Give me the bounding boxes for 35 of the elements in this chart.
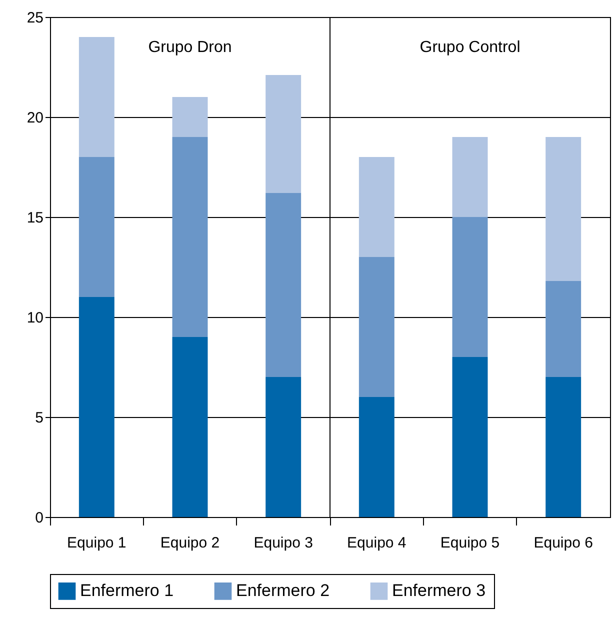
bar: [78, 297, 114, 517]
bar: [78, 37, 114, 157]
x-tick-label: Equipo 1: [67, 534, 126, 552]
bar: [358, 157, 394, 257]
legend-label: Enfermero 1: [80, 581, 174, 600]
x-tick-label: Equipo 6: [534, 534, 593, 552]
x-tick-label: Equipo 5: [440, 534, 500, 552]
annotation: Grupo Control: [420, 39, 520, 56]
bar: [546, 137, 582, 281]
bar: [452, 217, 488, 357]
bar: [358, 397, 394, 517]
x-tick-label: Equipo 3: [254, 534, 313, 552]
y-tick-label: 10: [26, 310, 44, 326]
bar: [266, 193, 302, 377]
x-tick-label: Equipo 4: [347, 534, 406, 552]
legend-label: Enfermero 2: [236, 581, 330, 600]
bar: [172, 137, 208, 337]
y-tick-label: 0: [35, 510, 44, 526]
y-tick-label: 20: [26, 110, 44, 126]
bar: [266, 75, 302, 193]
x-tick-label: Equipo 2: [160, 534, 220, 552]
annotation: Grupo Dron: [148, 39, 232, 56]
legend-label: Enfermero 3: [392, 581, 486, 600]
bar: [266, 377, 302, 517]
bar: [452, 137, 488, 217]
y-tick-label: 5: [35, 410, 44, 426]
bar: [78, 157, 114, 297]
y-tick-label: 25: [26, 10, 44, 26]
bar: [358, 257, 394, 397]
bar: [172, 97, 208, 137]
bar: [172, 337, 208, 517]
bar: [452, 357, 488, 517]
bar: [546, 377, 582, 517]
bar: [546, 281, 582, 377]
y-tick-label: 15: [26, 210, 44, 226]
